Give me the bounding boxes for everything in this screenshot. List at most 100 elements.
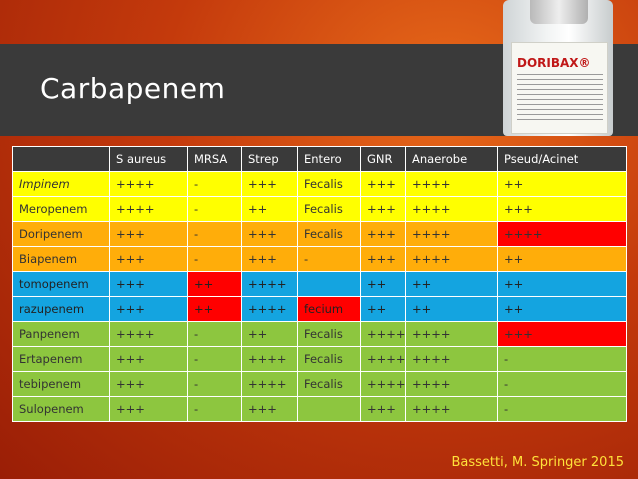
- vial-brand-logo: DORIBAX®: [517, 56, 591, 70]
- drug-name-cell: Meropenem: [12, 196, 110, 222]
- rating-cell: +++: [241, 246, 298, 272]
- carbapenem-table: S aureus MRSA Strep Entero GNR Anaerobe …: [12, 146, 627, 422]
- table-row: tomopenem +++ ++ ++++ ++ ++ ++: [12, 271, 627, 297]
- rating-cell: ++++: [241, 346, 298, 372]
- table-row: Doripenem +++ - +++ Fecalis +++ ++++ ++++: [12, 221, 627, 247]
- drug-name-cell: razupenem: [12, 296, 110, 322]
- rating-cell: ++: [497, 246, 627, 272]
- rating-cell: ++: [405, 296, 498, 322]
- rating-cell: +++: [497, 196, 627, 222]
- table-row: Ertapenem +++ - ++++ Fecalis ++++ ++++ -: [12, 346, 627, 372]
- drug-name-cell: Panpenem: [12, 321, 110, 347]
- rating-cell: +++: [109, 371, 188, 397]
- header-cell: Pseud/Acinet: [497, 146, 627, 172]
- rating-cell: ++++: [405, 171, 498, 197]
- rating-cell: ++: [187, 296, 242, 322]
- rating-cell: [297, 396, 361, 422]
- rating-cell: ++++: [109, 171, 188, 197]
- header-cell: [12, 146, 110, 172]
- rating-cell: ++: [241, 196, 298, 222]
- rating-cell: +++: [109, 296, 188, 322]
- rating-cell: -: [187, 246, 242, 272]
- vial-cap: [530, 0, 588, 24]
- rating-cell: +++: [241, 396, 298, 422]
- header-cell: MRSA: [187, 146, 242, 172]
- rating-cell: ++++: [405, 196, 498, 222]
- vial-label-text: [517, 72, 603, 124]
- rating-cell: +++: [109, 396, 188, 422]
- rating-cell: +++: [360, 246, 406, 272]
- rating-cell: +++: [497, 321, 627, 347]
- table-row: Sulopenem +++ - +++ +++ ++++ -: [12, 396, 627, 422]
- header-cell: S aureus: [109, 146, 188, 172]
- rating-cell: +++: [360, 396, 406, 422]
- rating-cell: +++: [109, 221, 188, 247]
- rating-cell: -: [297, 246, 361, 272]
- drug-name-cell: Impinem: [12, 171, 110, 197]
- rating-cell: Fecalis: [297, 196, 361, 222]
- citation-credit: Bassetti, M. Springer 2015: [451, 455, 625, 470]
- table-row: Biapenem +++ - +++ - +++ ++++ ++: [12, 246, 627, 272]
- header-cell: Entero: [297, 146, 361, 172]
- header-cell: Anaerobe: [405, 146, 498, 172]
- rating-cell: -: [497, 346, 627, 372]
- rating-cell: +++: [241, 171, 298, 197]
- rating-cell: +++: [109, 246, 188, 272]
- rating-cell: +++: [109, 271, 188, 297]
- table-body: Impinem ++++ - +++ Fecalis +++ ++++ ++ Meropenem…: [12, 171, 627, 422]
- rating-cell: ++: [405, 271, 498, 297]
- drug-name-cell: tebipenem: [12, 371, 110, 397]
- rating-cell: Fecalis: [297, 346, 361, 372]
- table-row: razupenem +++ ++ ++++ fecium ++ ++ ++: [12, 296, 627, 322]
- rating-cell: ++: [497, 271, 627, 297]
- rating-cell: -: [187, 396, 242, 422]
- rating-cell: ++: [241, 321, 298, 347]
- rating-cell: ++++: [109, 321, 188, 347]
- rating-cell: ++++: [497, 221, 627, 247]
- rating-cell: ++++: [360, 371, 406, 397]
- slide-title: Carbapenem: [40, 72, 226, 105]
- rating-cell: ++: [360, 271, 406, 297]
- table-row: Meropenem ++++ - ++ Fecalis +++ ++++ +++: [12, 196, 627, 222]
- header-cell: GNR: [360, 146, 406, 172]
- rating-cell: ++++: [405, 346, 498, 372]
- rating-cell: +++: [360, 171, 406, 197]
- rating-cell: Fecalis: [297, 171, 361, 197]
- rating-cell: -: [187, 196, 242, 222]
- rating-cell: Fecalis: [297, 321, 361, 347]
- rating-cell: -: [187, 321, 242, 347]
- rating-cell: [297, 271, 361, 297]
- rating-cell: -: [497, 396, 627, 422]
- rating-cell: ++++: [241, 296, 298, 322]
- rating-cell: ++: [497, 171, 627, 197]
- drug-name-cell: Sulopenem: [12, 396, 110, 422]
- drug-name-cell: tomopenem: [12, 271, 110, 297]
- rating-cell: +++: [360, 196, 406, 222]
- table-row: tebipenem +++ - ++++ Fecalis ++++ ++++ -: [12, 371, 627, 397]
- header-cell: Strep: [241, 146, 298, 172]
- rating-cell: ++++: [405, 221, 498, 247]
- rating-cell: ++: [360, 296, 406, 322]
- rating-cell: ++++: [360, 346, 406, 372]
- rating-cell: ++: [187, 271, 242, 297]
- rating-cell: Fecalis: [297, 371, 361, 397]
- rating-cell: ++++: [405, 396, 498, 422]
- rating-cell: ++++: [405, 246, 498, 272]
- rating-cell: ++++: [109, 196, 188, 222]
- rating-cell: ++++: [360, 321, 406, 347]
- rating-cell: -: [497, 371, 627, 397]
- rating-cell: +++: [360, 221, 406, 247]
- rating-cell: -: [187, 371, 242, 397]
- rating-cell: ++++: [241, 371, 298, 397]
- table-row: Panpenem ++++ - ++ Fecalis ++++ ++++ +++: [12, 321, 627, 347]
- rating-cell: ++++: [405, 321, 498, 347]
- rating-cell: +++: [241, 221, 298, 247]
- rating-cell: ++: [497, 296, 627, 322]
- rating-cell: fecium: [297, 296, 361, 322]
- rating-cell: -: [187, 171, 242, 197]
- rating-cell: -: [187, 221, 242, 247]
- rating-cell: ++++: [405, 371, 498, 397]
- drug-name-cell: Doripenem: [12, 221, 110, 247]
- rating-cell: ++++: [241, 271, 298, 297]
- table-row: Impinem ++++ - +++ Fecalis +++ ++++ ++: [12, 171, 627, 197]
